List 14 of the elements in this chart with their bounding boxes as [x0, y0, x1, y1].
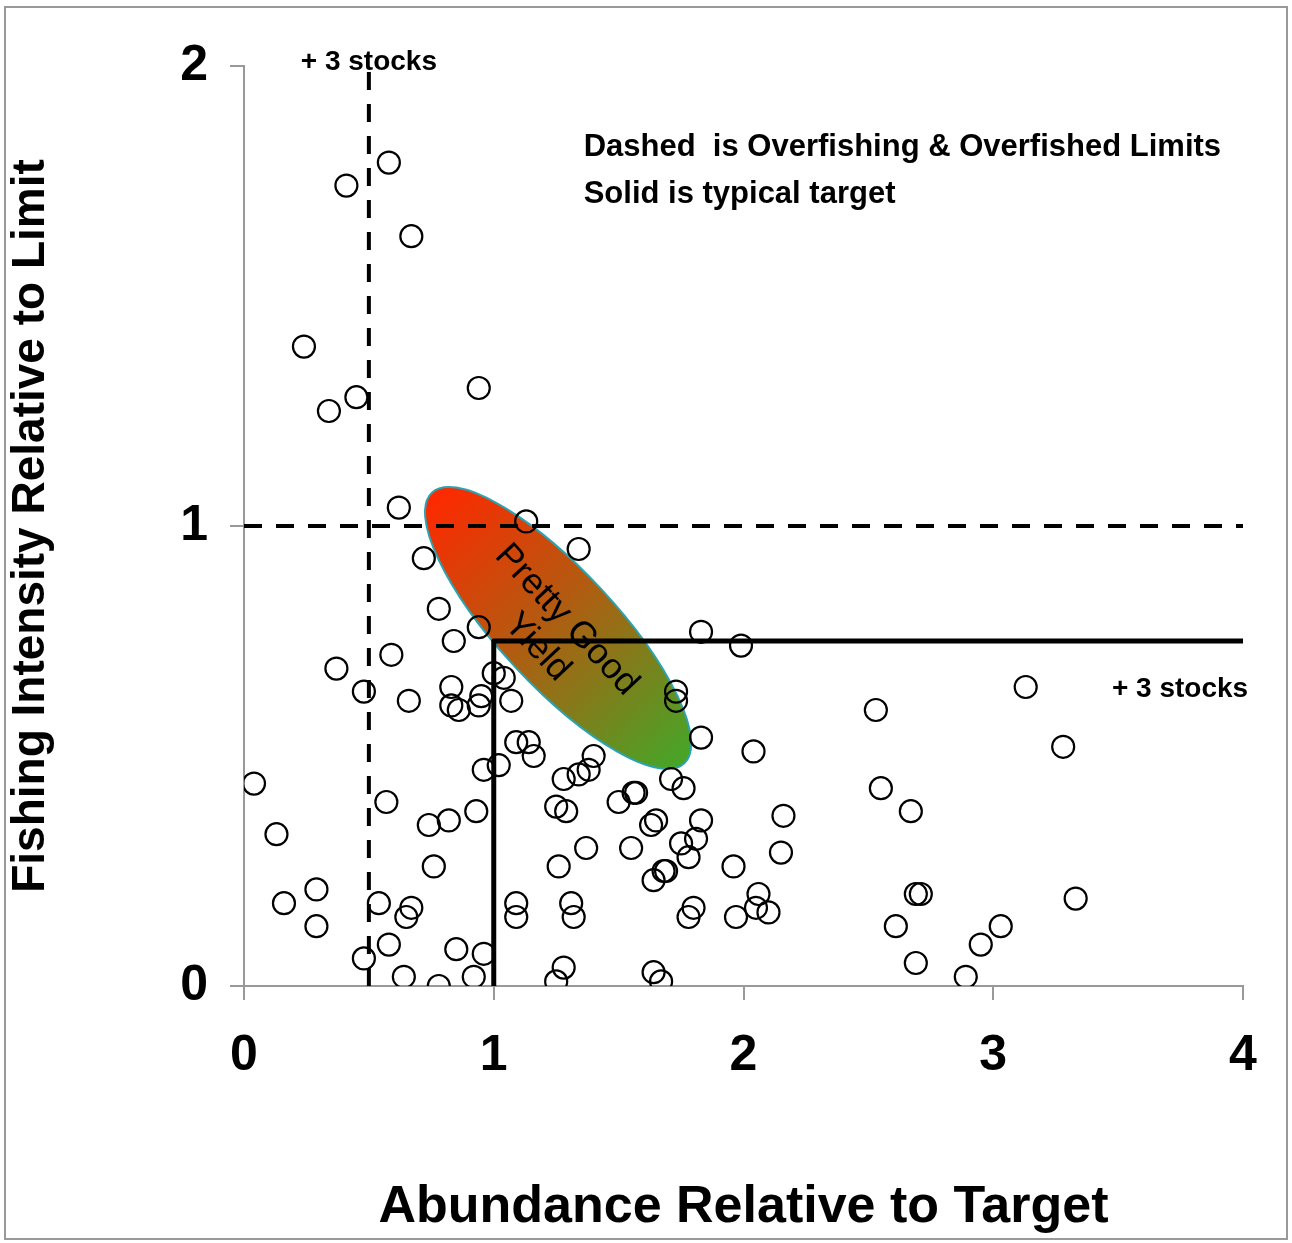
y-tick-label: 2	[180, 34, 208, 91]
x-tick-label: 3	[979, 1024, 1008, 1081]
annotation: + 3 stocks	[1111, 672, 1249, 704]
annotation: Solid is typical target	[583, 175, 896, 211]
x-axis-title: Abundance Relative to Target	[378, 1175, 1109, 1234]
x-tick-label: 0	[230, 1024, 258, 1081]
y-axis-title: Fishing Intensity Relative to Limit	[2, 159, 55, 893]
x-tick-label: 4	[1229, 1024, 1258, 1081]
x-tick-label: 2	[729, 1024, 758, 1081]
annotation: Dashed is Overfishing & Overfished Limits	[583, 127, 1222, 163]
y-tick-label: 0	[180, 954, 208, 1011]
y-tick-label: 1	[180, 494, 208, 551]
annotation: + 3 stocks	[300, 44, 437, 76]
x-tick-label: 1	[479, 1024, 508, 1081]
